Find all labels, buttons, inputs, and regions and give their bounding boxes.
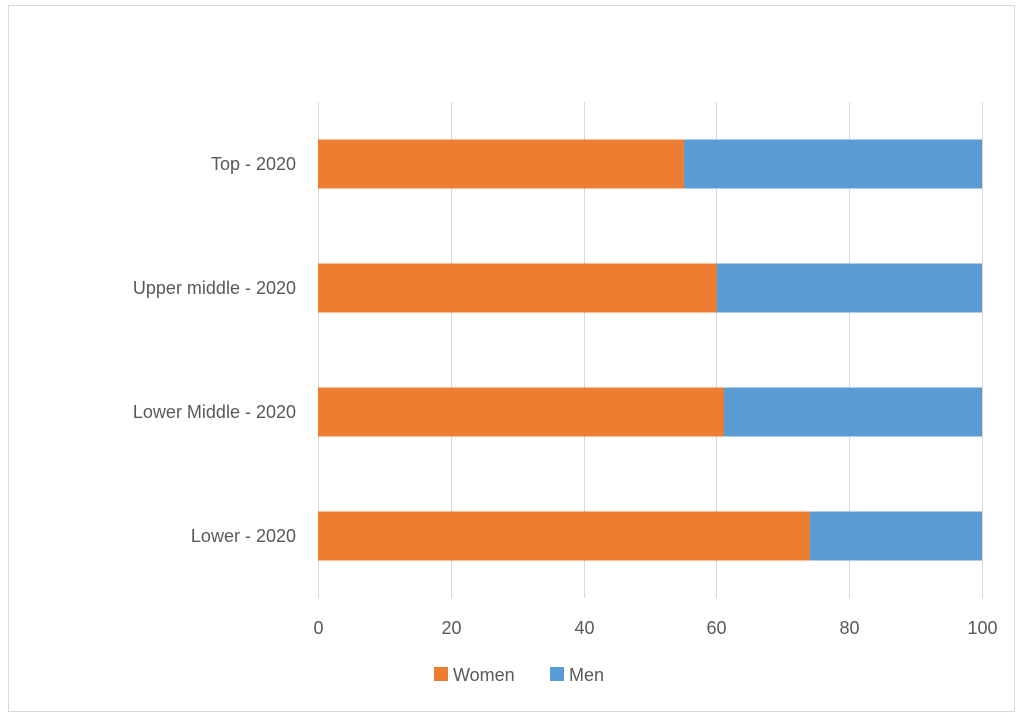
x-axis-tick-labels: 0 20 40 60 80 100 [313, 618, 997, 638]
bar-women-3 [318, 511, 810, 561]
x-tick-label: 100 [967, 618, 997, 638]
category-label: Lower Middle - 2020 [133, 402, 296, 422]
bars [318, 139, 982, 561]
x-tick-label: 0 [313, 618, 323, 638]
legend: Women Men [434, 665, 604, 685]
x-tick-label: 20 [441, 618, 461, 638]
category-labels: Top - 2020 Upper middle - 2020 Lower Middl… [133, 154, 296, 546]
bar-women-0 [318, 139, 684, 189]
bar-men-0 [683, 139, 982, 189]
x-tick-label: 80 [839, 618, 859, 638]
bar-men-2 [723, 387, 982, 437]
bar-men-1 [716, 263, 982, 313]
x-tick-label: 60 [706, 618, 726, 638]
bar-women-1 [318, 263, 717, 313]
legend-swatch-men [550, 667, 564, 681]
bar-women-2 [318, 387, 724, 437]
legend-swatch-women [434, 667, 448, 681]
category-label: Lower - 2020 [191, 526, 296, 546]
category-label: Top - 2020 [211, 154, 296, 174]
chart-frame [8, 5, 1015, 712]
bar-men-3 [809, 511, 982, 561]
legend-label-men: Men [569, 665, 604, 685]
category-label: Upper middle - 2020 [133, 278, 296, 298]
legend-label-women: Women [453, 665, 515, 685]
x-tick-label: 40 [574, 618, 594, 638]
